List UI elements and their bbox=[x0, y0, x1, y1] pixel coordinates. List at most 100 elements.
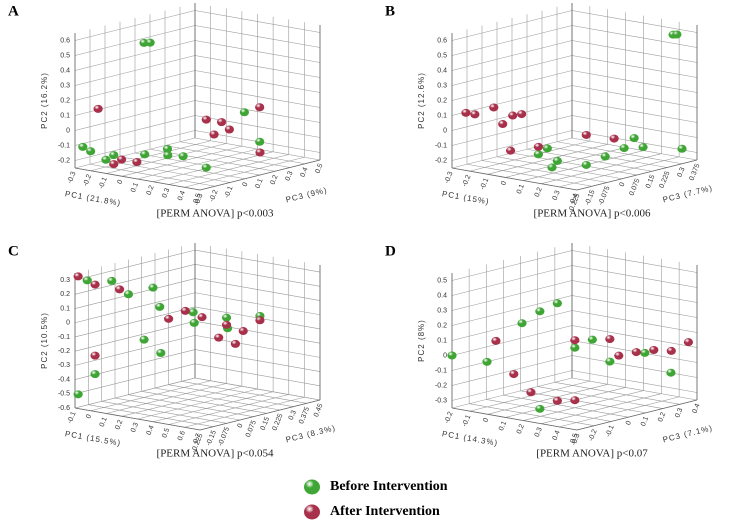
data-point bbox=[505, 146, 516, 155]
data-point bbox=[605, 357, 615, 366]
grid-line bbox=[194, 100, 321, 123]
y-tick-label: 0.1 bbox=[60, 112, 70, 119]
x-axis-label: PC1 (15.5%) bbox=[64, 429, 121, 448]
y-tick-label: 0 bbox=[66, 320, 70, 327]
panel-label: A bbox=[8, 3, 19, 19]
y-tick-label: -0.2 bbox=[58, 348, 70, 355]
data-point bbox=[535, 404, 545, 413]
x-tick-label: -0.1 bbox=[479, 177, 490, 191]
x-tick-label: 0.1 bbox=[130, 182, 140, 194]
grid-line bbox=[451, 40, 573, 71]
data-point bbox=[197, 313, 207, 322]
z-tick-label: 0.2 bbox=[269, 174, 279, 186]
grid-line bbox=[74, 10, 196, 41]
y-tick-label: 0.1 bbox=[437, 337, 447, 344]
grid-line bbox=[571, 10, 698, 33]
data-point bbox=[552, 156, 562, 165]
data-point bbox=[201, 163, 211, 172]
grid-line bbox=[523, 390, 644, 421]
x-tick-label: 0 bbox=[482, 417, 490, 423]
data-point bbox=[82, 276, 92, 285]
grid-line bbox=[74, 130, 196, 161]
grid-line bbox=[141, 391, 267, 414]
x-tick-label: 0.2 bbox=[516, 423, 526, 435]
y-tick-label: 0.6 bbox=[437, 37, 447, 44]
data-point bbox=[224, 125, 234, 134]
data-point bbox=[107, 276, 117, 285]
z-tick-label: 0.15 bbox=[645, 174, 657, 189]
data-point bbox=[666, 368, 676, 377]
data-point bbox=[542, 144, 552, 153]
grid-line bbox=[134, 152, 261, 176]
z-tick-label: 0.4 bbox=[691, 403, 701, 415]
z-tick-label: 0.3 bbox=[674, 407, 684, 419]
x-tick-label: 0.1 bbox=[99, 416, 109, 428]
x-tick-label: -0.2 bbox=[461, 174, 472, 188]
x-tick-label: -0.1 bbox=[98, 176, 109, 190]
y-tick-label: 0.2 bbox=[437, 322, 447, 329]
y-tick-label: 0 bbox=[443, 127, 447, 134]
grid-line bbox=[90, 380, 211, 412]
x-tick-label: 0.2 bbox=[114, 419, 124, 431]
grid-line bbox=[571, 25, 698, 48]
x-axis-label: PC1 (14.3%) bbox=[441, 429, 498, 448]
x-tick-label: 0.3 bbox=[161, 187, 171, 199]
z-tick-label: 0.075 bbox=[245, 419, 258, 438]
z-tick-label: -0.15 bbox=[584, 189, 597, 207]
grid-line bbox=[571, 137, 698, 161]
data-point bbox=[517, 110, 527, 119]
annotation: [PERM ANOVA] p<0.07 bbox=[536, 448, 648, 460]
x-tick-label: 0.5 bbox=[569, 433, 579, 445]
y-tick-label: 0.2 bbox=[60, 97, 70, 104]
data-point bbox=[509, 370, 519, 379]
grid-line bbox=[194, 377, 321, 401]
z-tick-label: 0.3 bbox=[284, 170, 294, 182]
x-tick-label: -0.3 bbox=[444, 171, 455, 185]
data-point bbox=[619, 144, 629, 153]
grid-line bbox=[451, 340, 573, 371]
x-tick-label: 0.4 bbox=[177, 190, 187, 202]
grid-line bbox=[114, 397, 241, 421]
y-tick-label: -0.1 bbox=[58, 334, 70, 341]
grid-line bbox=[451, 250, 573, 281]
data-point bbox=[677, 144, 687, 153]
data-point bbox=[508, 111, 518, 120]
grid-line bbox=[554, 381, 680, 405]
axis-edge bbox=[451, 407, 578, 431]
grid-line bbox=[164, 145, 291, 168]
grid-line bbox=[194, 85, 321, 108]
data-point bbox=[90, 280, 100, 289]
x-tick-label: 0.1 bbox=[498, 420, 508, 432]
grid-line bbox=[168, 394, 289, 425]
axis-edge bbox=[576, 159, 698, 191]
z-tick-label: 0.375 bbox=[298, 406, 311, 425]
grid-line bbox=[121, 385, 242, 417]
grid-line bbox=[571, 370, 698, 393]
data-point bbox=[581, 130, 591, 139]
legend-marker bbox=[304, 504, 320, 520]
y-tick-label: 0.2 bbox=[60, 291, 70, 298]
grid-line bbox=[571, 40, 698, 63]
grid-line bbox=[128, 394, 254, 417]
data-point bbox=[600, 152, 610, 161]
grid-line bbox=[74, 363, 196, 395]
grid-line bbox=[137, 388, 258, 420]
z-axis-label: PC3 (7.7%) bbox=[662, 183, 714, 204]
y-tick-label: -0.1 bbox=[435, 367, 447, 374]
grid-line bbox=[451, 55, 573, 86]
y-tick-label: -0.2 bbox=[435, 157, 447, 164]
z-tick-label: 0 bbox=[242, 181, 250, 187]
data-point bbox=[73, 390, 83, 399]
y-tick-label: 0.2 bbox=[437, 97, 447, 104]
data-point bbox=[188, 308, 198, 317]
grid-line bbox=[541, 393, 662, 425]
grid-line bbox=[88, 404, 214, 427]
z-tick-label: -0.15 bbox=[205, 429, 218, 447]
axis-edge bbox=[199, 159, 321, 191]
grid-line bbox=[537, 386, 663, 409]
data-point bbox=[145, 38, 155, 47]
z-tick-label: 0.5 bbox=[314, 163, 324, 175]
data-point bbox=[178, 152, 188, 161]
grid-line bbox=[571, 377, 698, 401]
axis-edge bbox=[199, 399, 321, 431]
